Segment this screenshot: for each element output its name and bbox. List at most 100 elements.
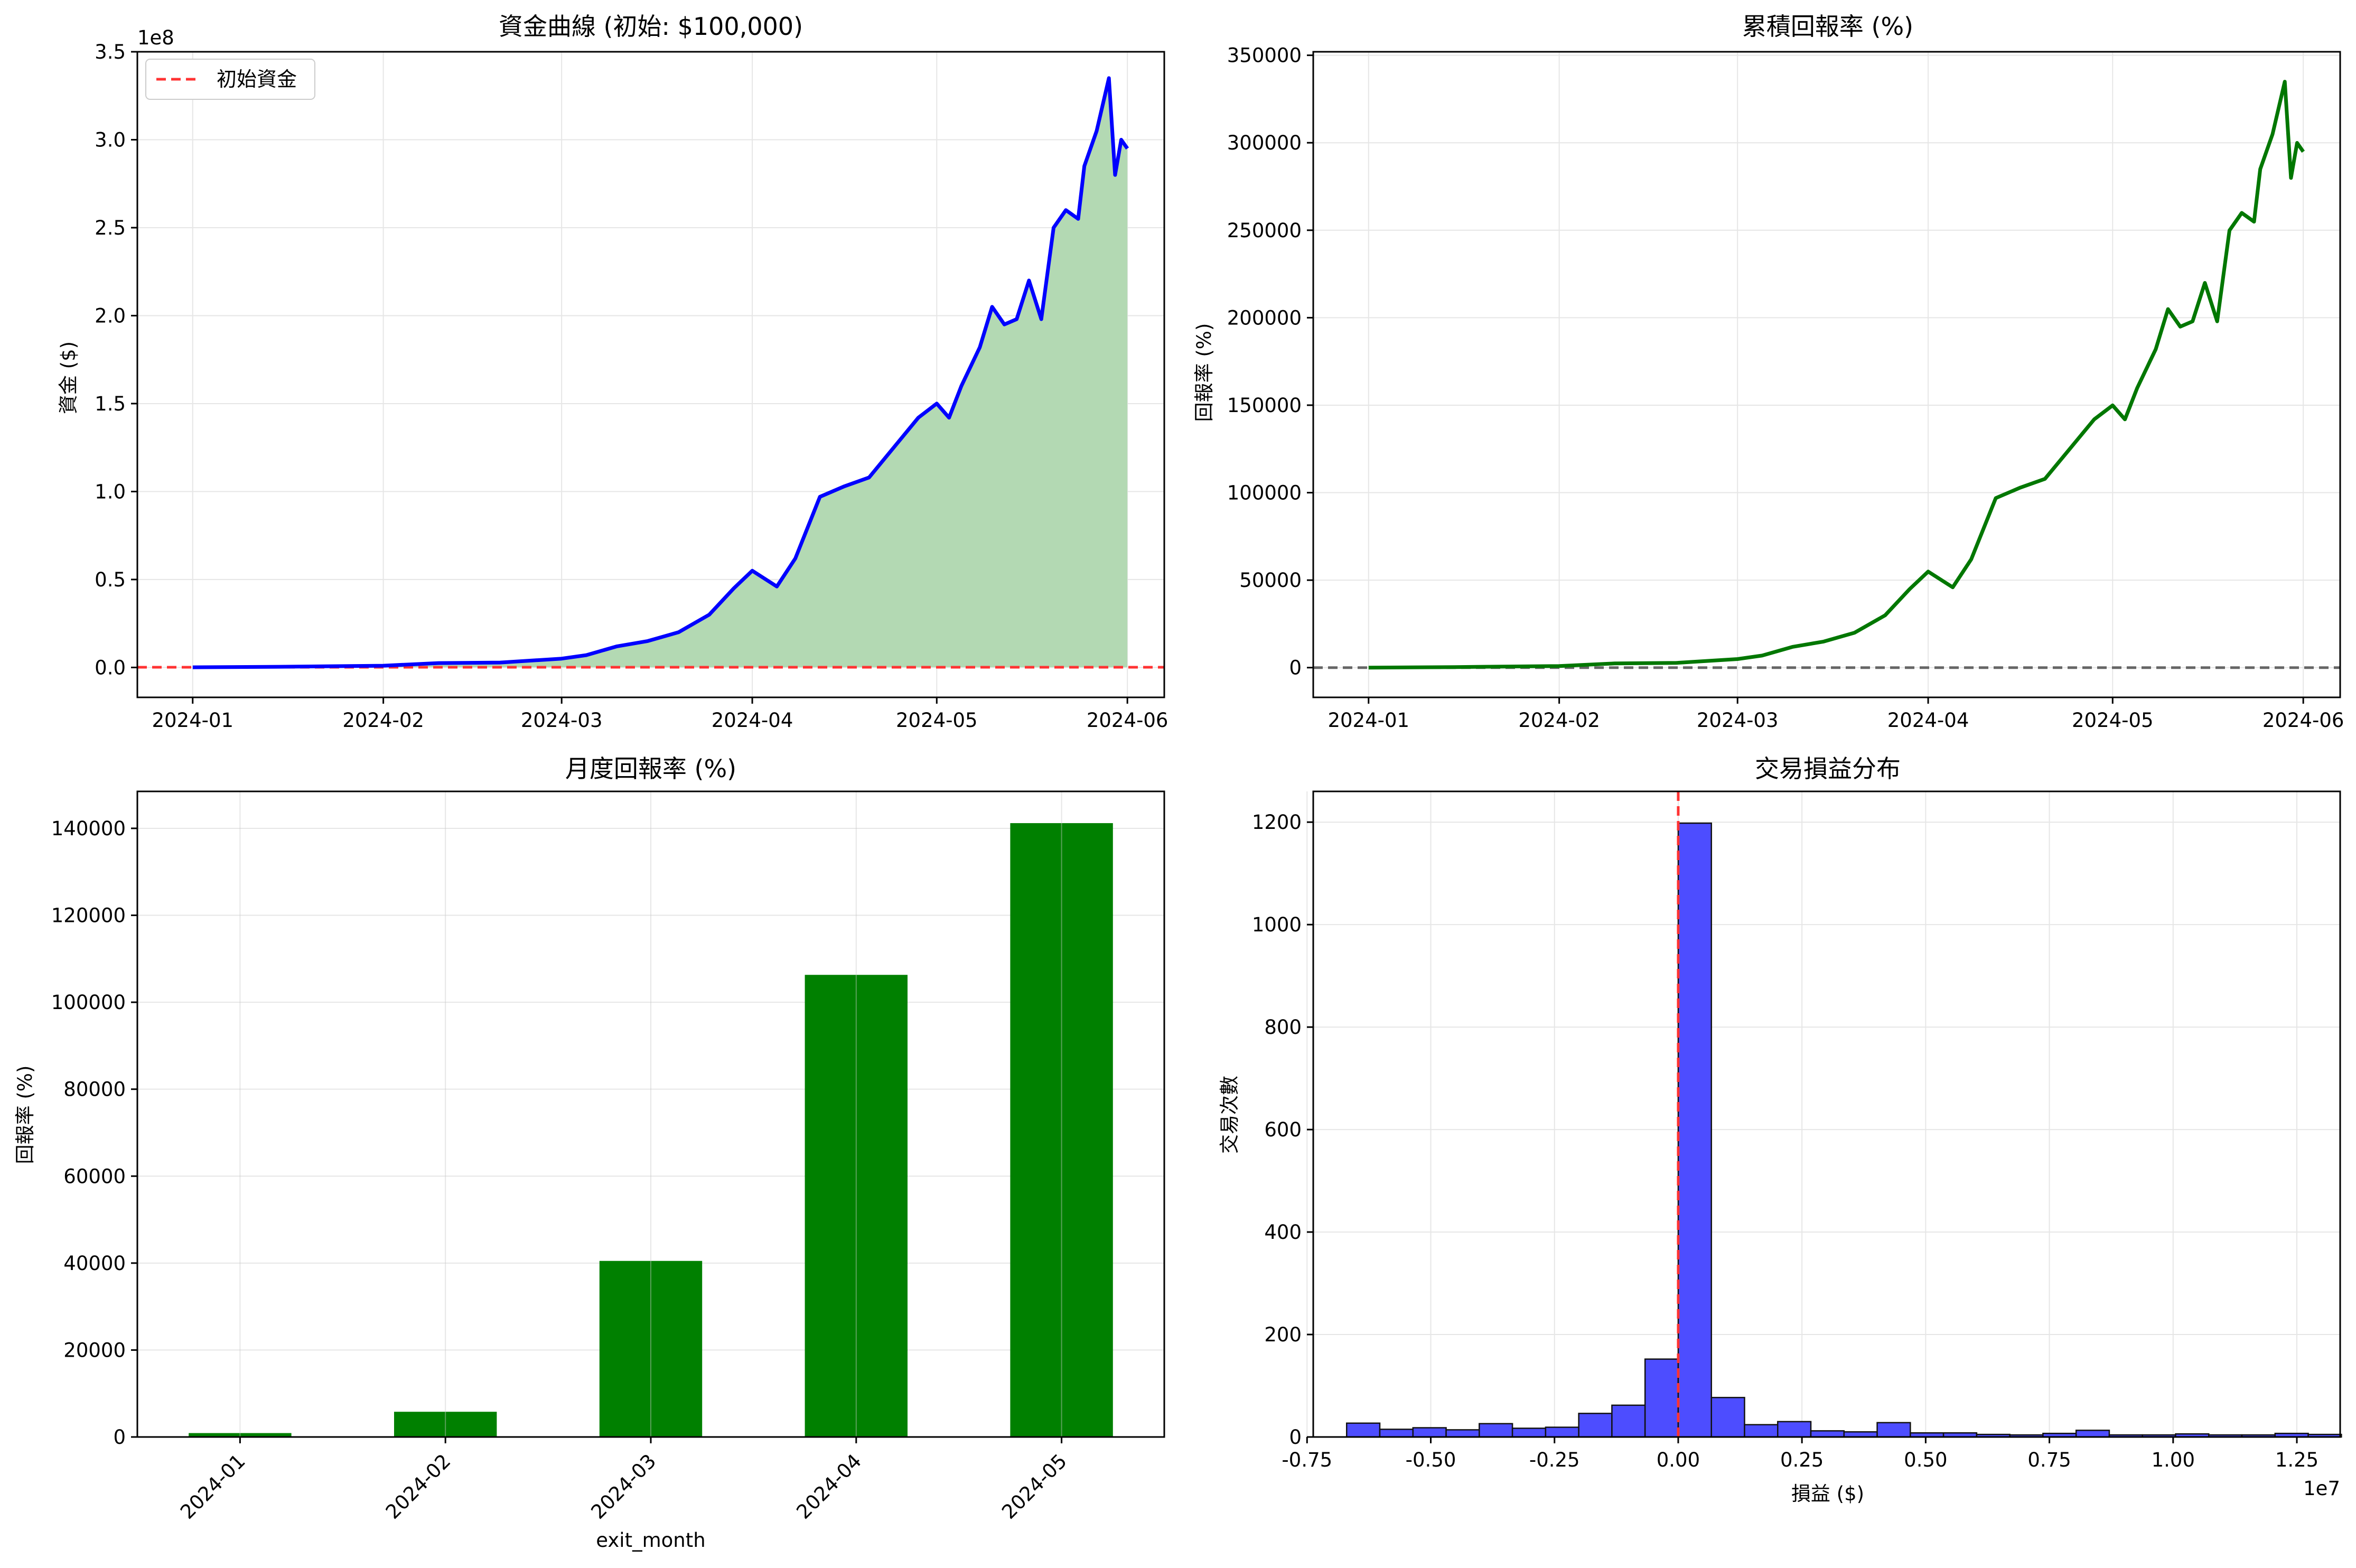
y-tick-label: 600 [1264,1118,1302,1141]
x-tick-label: 2024-01 [1327,709,1409,732]
x-tick-label: 2024-05 [896,709,978,732]
histogram-bin [1578,1413,1613,1438]
x-tick-label: 2024-06 [1087,709,1168,732]
bar-2024-04 [805,975,908,1437]
bar-2024-03 [599,1261,703,1437]
histogram-bin [1545,1426,1579,1438]
y-tick-label: 2.0 [95,304,126,327]
y-tick-label: 200000 [1227,306,1302,329]
y-tick-label: 60000 [63,1165,126,1188]
y-axis-label: 資金 ($) [57,341,80,414]
y-tick-label: 0 [1289,657,1302,679]
x-tick-label: 0.00 [1657,1449,1700,1471]
x-axis-label: 損益 ($) [1791,1482,1864,1505]
x-tick-label: 0.75 [2027,1449,2071,1471]
plot-frame [136,790,1165,1438]
chart-title: 月度回報率 (%) [565,754,736,783]
bar-2024-02 [394,1412,497,1437]
chart-title: 交易損益分布 [1755,754,1901,783]
histogram-bars [1345,822,2342,1438]
x-offset-label: 1e7 [2303,1477,2340,1500]
y-tick-label: 3.5 [95,41,126,63]
y-tick-label: 140000 [51,817,126,840]
x-tick-label: 2024-04 [712,709,793,732]
histogram-bin [1345,1422,1381,1438]
histogram-bin [1677,822,1712,1438]
histogram-bin [1644,1358,1679,1438]
y-tick-label: 300000 [1227,132,1302,154]
bar-2024-01 [189,1433,292,1437]
histogram-bin [1511,1427,1547,1438]
y-tick-label: 250000 [1227,219,1302,242]
x-tick-label: 2024-01 [152,709,233,732]
y-tick-label: 1200 [1252,811,1302,834]
x-tick-label: 0.25 [1780,1449,1824,1471]
histogram-bin [1810,1430,1845,1438]
return-series-line [1368,80,2305,670]
x-tick-label: 2024-04 [1887,709,1969,732]
x-tick-label: 2024-03 [1697,709,1779,732]
legend-box [145,59,315,100]
histogram-bin [1744,1424,1779,1438]
y-tick-label: 0 [1289,1426,1302,1449]
histogram-bin [1479,1423,1513,1438]
bars [189,791,1113,1437]
plot-frame [1312,790,2341,1438]
y-tick-label: 150000 [1227,394,1302,417]
histogram-bin [1777,1421,1812,1438]
y-ticks: 0.0 0.5 1.0 1.5 2.0 2.5 3.0 3.5 [95,41,137,679]
pnl-histogram-panel: 交易損益分布 交易次數 損益 ($) 1e7 0 200 400 600 800 1000… [1218,754,2342,1505]
histogram-bin [1412,1427,1447,1438]
equity-series-line [192,76,1129,669]
y-tick-label: 1.5 [95,393,126,415]
y-tick-label: 1.0 [95,480,126,503]
x-axis-label: exit_month [596,1529,705,1552]
y-tick-label: 0 [113,1426,126,1449]
x-tick-label: 2024-02 [342,709,424,732]
x-tick-label: 2024-02 [1518,709,1600,732]
x-ticks: 2024-01 2024-02 2024-03 2024-04 2024-05 2024-… [152,697,1168,732]
equity-curve-panel: 資金曲線 (初始: $100,000) 資金 ($) 1e8 0.0 0.5 1.0… [57,12,1168,732]
y-tick-label: 3.0 [95,128,126,151]
grid [1306,791,2340,1438]
x-tick-label: 2024-05 [2072,709,2154,732]
y-axis-label: 交易次數 [1218,1076,1241,1154]
grid [1313,52,2340,697]
x-tick-label: 0.50 [1904,1449,1947,1471]
x-tick-label: -0.50 [1406,1449,1456,1471]
y-tick-label: 200 [1264,1323,1302,1346]
x-tick-label: 1.00 [2152,1449,2195,1471]
y-ticks: 0 200 400 600 800 1000 1200 [1252,811,1313,1449]
y-ticks: 0 50000 100000 150000 200000 250000 300000 3500… [1227,44,1313,679]
y-tick-label: 2.5 [95,217,126,239]
histogram-bin [1445,1429,1480,1438]
plot-frame [1312,51,2341,698]
x-ticks: -0.75 -0.50 -0.25 0.00 0.25 0.50 0.75 1.00 1.25 [1282,1437,2318,1471]
x-tick-label: 2024-03 [521,709,603,732]
y-tick-label: 350000 [1227,44,1302,67]
y-offset-label: 1e8 [137,26,174,49]
y-tick-label: 400 [1264,1221,1302,1244]
y-tick-label: 0.5 [95,568,126,591]
equity-fill [192,78,1128,668]
y-tick-label: 20000 [63,1339,126,1361]
legend: 初始資金 [145,59,315,100]
y-ticks: 0 20000 40000 60000 80000 100000 120000 140000 [51,817,137,1449]
histogram-bin [1876,1422,1911,1438]
y-tick-label: 100000 [51,991,126,1014]
return-line [1368,80,2305,670]
equity-area [192,78,1128,668]
chart-title: 累積回報率 (%) [1742,12,1913,41]
x-tick-label: 2024-06 [2262,709,2344,732]
x-tick-label: 1.25 [2275,1449,2318,1471]
y-axis-label: 回報率 (%) [1193,323,1216,422]
plot-frame [136,51,1165,698]
x-tick-label: -0.75 [1282,1449,1332,1471]
y-tick-label: 0.0 [95,656,126,679]
y-tick-label: 120000 [51,904,126,927]
cumulative-return-panel: 累積回報率 (%) 回報率 (%) 0 50000 100000 150000 2000… [1193,12,2344,732]
y-tick-label: 50000 [1239,569,1302,592]
bar-2024-05 [1010,823,1113,1437]
